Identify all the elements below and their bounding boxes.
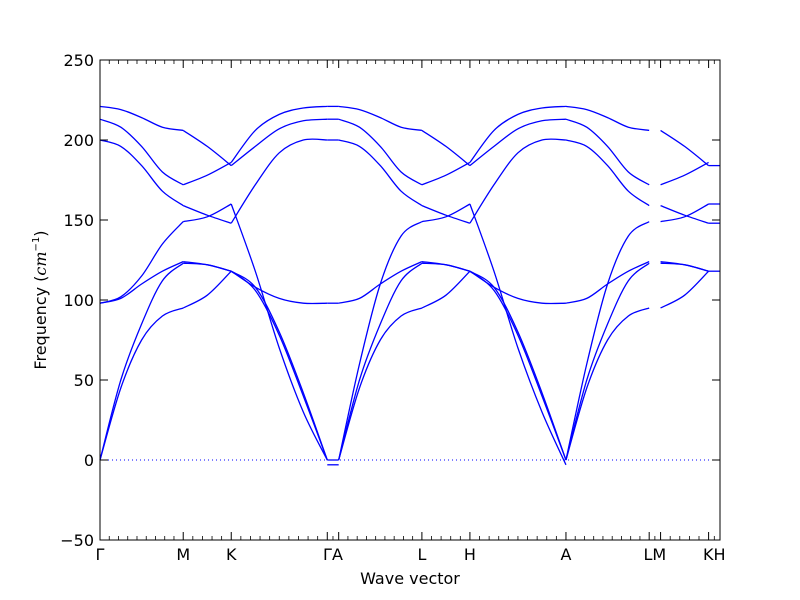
band-line-seg2-b5 xyxy=(230,118,328,167)
y-axis-label-exponent: −1 xyxy=(31,237,42,252)
y-axis-label-close: ) xyxy=(31,230,50,236)
x-axis-label: Wave vector xyxy=(360,569,460,588)
band-line-seg7-b5 xyxy=(565,118,650,186)
band-line-seg4-b1 xyxy=(338,262,423,461)
band-line-seg6-b2 xyxy=(469,270,566,305)
plot-frame xyxy=(99,59,721,541)
band-line-seg6-b1 xyxy=(469,270,567,461)
band-line-seg0-b5 xyxy=(99,118,184,186)
y-axis-label: Frequency (cm−1) xyxy=(31,230,50,369)
band-line-seg5-b4 xyxy=(421,204,471,224)
hsp-label: ΓA xyxy=(323,545,343,564)
band-line-seg0-b0 xyxy=(99,307,184,461)
y-axis-ticks: −50 0 50 100 150 200 250 xyxy=(60,51,720,550)
band-line-seg4-b4 xyxy=(338,139,423,207)
band-line-seg7-b4 xyxy=(565,139,650,207)
band-line-seg4-b3 xyxy=(338,221,423,461)
band-line-seg0-b2 xyxy=(99,261,184,304)
band-line-seg8-b5 xyxy=(660,161,709,186)
band-line-seg2-b1 xyxy=(230,270,328,461)
band-line-seg7-b6 xyxy=(565,105,650,132)
band-line-seg4-b6 xyxy=(338,105,422,132)
band-line-seg1-b4 xyxy=(182,204,232,224)
high-symmetry-ticks: Γ M K ΓA L H A LM KH xyxy=(96,60,726,564)
band-line-seg4-b0 xyxy=(338,307,423,461)
y-tick-label: 50 xyxy=(74,371,94,390)
band-line-seg7-b3 xyxy=(565,221,650,461)
band-line-seg6-b3 xyxy=(469,138,566,224)
y-tick-label: −50 xyxy=(60,531,94,550)
band-line-seg8-b4 xyxy=(660,204,709,224)
band-line-seg2-b4 xyxy=(230,203,328,461)
y-tick-label: 150 xyxy=(63,211,94,230)
band-line-seg4-b5 xyxy=(338,118,423,186)
band-line-seg0-b3 xyxy=(99,221,184,304)
band-line-seg8-b0 xyxy=(660,270,710,309)
band-line-seg8-b6 xyxy=(660,129,710,167)
hsp-label: K xyxy=(226,545,237,564)
band-line-seg0-b6 xyxy=(99,105,184,132)
band-line-seg5-b5 xyxy=(421,161,471,186)
band-line-seg8-b2 xyxy=(660,260,709,272)
y-axis-label-unit: cm xyxy=(31,251,50,275)
band-line-seg1-b0 xyxy=(182,270,232,309)
band-line-seg8-b3 xyxy=(660,203,709,223)
y-tick-label: 0 xyxy=(84,451,94,470)
band-line-seg1-b2 xyxy=(183,260,232,272)
band-line-seg6-b6 xyxy=(469,105,567,163)
hsp-label: Γ xyxy=(96,545,105,564)
plot-area xyxy=(100,60,720,540)
band-line-seg6-b5 xyxy=(469,118,567,167)
band-line-seg1-b5 xyxy=(182,161,232,186)
band-line-seg7-b0 xyxy=(565,307,650,461)
band-line-seg5-b0 xyxy=(421,270,471,309)
hsp-label: H xyxy=(464,545,476,564)
hsp-label: A xyxy=(560,545,571,564)
y-tick-label: 200 xyxy=(63,131,94,150)
hsp-label: M xyxy=(176,545,190,564)
band-line-seg1-b6 xyxy=(182,129,232,167)
band-line-seg1-b3 xyxy=(183,203,232,223)
band-line-seg2-b3 xyxy=(230,138,328,224)
band-line-seg5-b6 xyxy=(421,129,471,167)
band-line-seg5-b3 xyxy=(421,203,471,223)
band-line-seg0-b1 xyxy=(99,262,184,461)
band-line-seg0-b4 xyxy=(99,139,184,207)
minor-ticks xyxy=(108,60,715,540)
band-line-seg2-b6 xyxy=(230,105,328,163)
y-tick-label: 250 xyxy=(63,51,94,70)
hsp-label: KH xyxy=(703,545,726,564)
band-line-seg5-b2 xyxy=(421,260,471,272)
hsp-label: LM xyxy=(644,545,667,564)
y-tick-label: 100 xyxy=(63,291,94,310)
y-axis-label-text: Frequency ( xyxy=(31,276,50,370)
hsp-label: L xyxy=(417,545,426,564)
band-line-seg6-b4 xyxy=(469,203,567,466)
band-line-seg7-b1 xyxy=(565,262,650,461)
band-line-seg2-b2 xyxy=(230,270,328,305)
